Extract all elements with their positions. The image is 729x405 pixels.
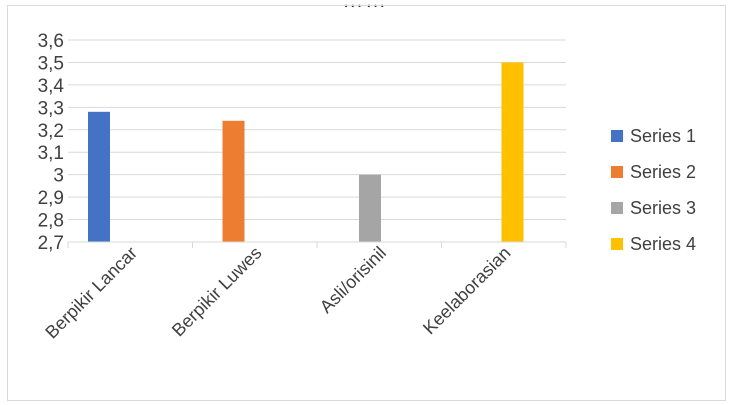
y-tick-label: 2,7 <box>38 233 64 254</box>
x-axis-categories: Berpikir Lancar Berpikir Luwes Asli/orisin… <box>41 243 514 343</box>
cropped-caption: … … <box>344 0 385 12</box>
y-tick-label: 3,2 <box>38 121 64 142</box>
category-label: Berpikir Luwes <box>168 243 266 341</box>
y-tick-label: 2,8 <box>38 211 64 232</box>
y-tick-label: 3,6 <box>38 31 64 52</box>
category-label: Keelaborasian <box>419 243 515 339</box>
y-tick-label: 3,4 <box>38 76 65 97</box>
x-axis-tick-marks <box>67 242 567 248</box>
bar-series-4 <box>501 62 524 242</box>
bar-series-1 <box>88 111 110 242</box>
bars <box>88 62 524 242</box>
legend-label: Series 4 <box>630 234 696 254</box>
gridlines <box>68 39 566 221</box>
y-tick-label: 3 <box>53 166 64 187</box>
y-tick-label: 3,3 <box>38 98 64 119</box>
legend-label: Series 2 <box>630 162 696 182</box>
y-axis-ticks: 2,72,82,933,13,23,33,43,53,6 <box>38 31 65 254</box>
legend-swatch <box>611 202 623 214</box>
bar-series-2 <box>222 120 245 242</box>
legend-swatch <box>611 238 623 250</box>
y-tick-label: 3,5 <box>38 53 64 74</box>
y-tick-label: 2,9 <box>38 188 64 209</box>
bar-series-3 <box>359 174 381 242</box>
chart-frame <box>7 5 726 401</box>
legend-swatch <box>611 130 623 142</box>
legend-label: Series 3 <box>630 198 696 218</box>
legend-label: Series 1 <box>630 126 696 146</box>
category-label: Asli/orisinil <box>316 243 390 317</box>
legend-swatch <box>611 166 623 178</box>
legend: Series 1 Series 2 Series 3 Series 4 <box>611 126 696 254</box>
category-label: Berpikir Lancar <box>41 243 141 343</box>
y-tick-label: 3,1 <box>38 143 64 164</box>
